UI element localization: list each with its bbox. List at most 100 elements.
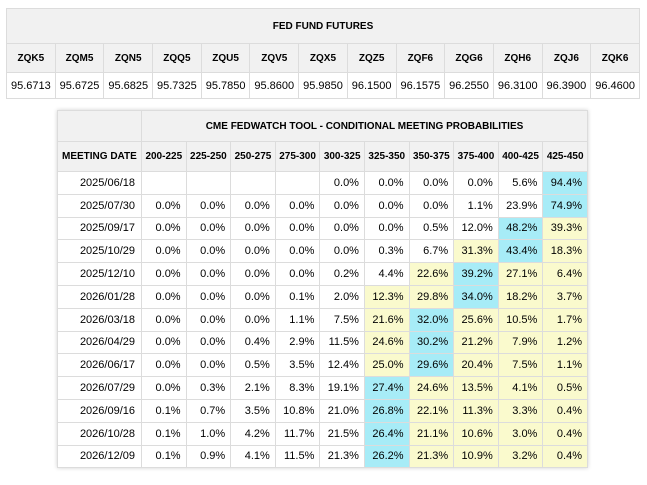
probability-cell <box>141 171 187 195</box>
probability-cell: 0.0% <box>141 330 187 355</box>
probability-cell: 11.3% <box>453 398 499 423</box>
probability-cell: 0.0% <box>274 216 321 241</box>
probability-cell: 7.5% <box>497 353 544 378</box>
rate-range-header: 225-250 <box>185 141 232 172</box>
meeting-date: 2026/12/09 <box>57 444 142 469</box>
probability-cell: 0.0% <box>185 193 232 218</box>
fed-fund-futures-table: FED FUND FUTURES ZQK5 ZQM5 ZQN5 ZQQ5 ZQU5 ZQV… <box>6 8 640 99</box>
probability-cell: 6.7% <box>408 239 455 264</box>
probability-cell: 0.4% <box>542 421 588 446</box>
probability-cell: 0.0% <box>141 307 187 332</box>
probability-cell: 0.0% <box>141 239 187 264</box>
probability-cell: 24.6% <box>408 376 455 400</box>
probability-cell: 21.3% <box>408 444 455 469</box>
probability-cell: 21.2% <box>453 330 499 355</box>
probability-cell: 0.1% <box>141 444 187 469</box>
probability-cell: 0.0% <box>363 171 410 195</box>
contract-symbol: ZQQ5 <box>152 43 202 73</box>
meeting-row: 2026/10/28 0.1% 1.0% 4.2% 11.7% 21.5% 26.4% 21.… <box>57 421 588 446</box>
contract-price: 95.6713 <box>6 72 56 99</box>
probability-cell: 0.0% <box>185 284 232 309</box>
probability-cell: 4.4% <box>363 262 410 286</box>
probability-cell: 0.4% <box>542 444 588 469</box>
probability-cell: 11.7% <box>274 421 321 446</box>
futures-price-row: 95.6713 95.6725 95.6825 95.7325 95.7850 95.86… <box>6 72 640 99</box>
probability-cell: 0.0% <box>319 239 365 264</box>
probability-cell: 0.0% <box>274 262 321 286</box>
probability-cell: 0.0% <box>274 239 321 264</box>
probability-cell: 21.6% <box>363 307 410 332</box>
contract-symbol: ZQJ6 <box>541 43 592 73</box>
probability-cell: 10.9% <box>453 444 499 469</box>
meeting-row: 2025/07/30 0.0% 0.0% 0.0% 0.0% 0.0% 0.0% 0.0% 1.… <box>57 193 588 218</box>
probability-cell: 3.5% <box>274 353 321 378</box>
probability-cell: 4.2% <box>230 421 276 446</box>
meeting-row: 2026/04/29 0.0% 0.0% 0.4% 2.9% 11.5% 24.6% 30.2… <box>57 330 588 355</box>
meeting-date: 2025/10/29 <box>57 239 142 264</box>
contract-price: 96.4600 <box>590 72 640 99</box>
probability-cell: 0.0% <box>185 216 232 241</box>
probability-cell: 0.0% <box>185 330 232 355</box>
rate-range-header: 350-375 <box>408 141 455 172</box>
probability-cell: 0.3% <box>185 376 232 400</box>
probability-cell: 0.0% <box>230 307 276 332</box>
contract-price: 95.7850 <box>200 72 251 99</box>
probability-cell: 10.5% <box>497 307 544 332</box>
meeting-row: 2026/03/18 0.0% 0.0% 0.0% 1.1% 7.5% 21.6% 32.0%… <box>57 307 588 332</box>
probability-cell: 1.7% <box>542 307 588 332</box>
probability-cell: 2.0% <box>319 284 365 309</box>
probability-cell: 3.7% <box>542 284 588 309</box>
probability-cell <box>230 171 276 195</box>
contract-price: 95.9850 <box>298 72 348 99</box>
meeting-date: 2025/07/30 <box>57 193 142 218</box>
probability-cell: 0.1% <box>141 398 187 423</box>
contract-price: 96.1575 <box>395 72 446 99</box>
probability-cell: 34.0% <box>453 284 499 309</box>
probability-cell: 0.0% <box>141 376 187 400</box>
probability-cell: 10.8% <box>274 398 321 423</box>
meeting-row: 2025/10/29 0.0% 0.0% 0.0% 0.0% 0.0% 0.3% 6.7% 31… <box>57 239 588 264</box>
meeting-date: 2025/09/17 <box>57 216 142 241</box>
probability-cell: 3.2% <box>497 444 544 469</box>
probability-cell: 27.1% <box>497 262 544 286</box>
probability-cell: 8.3% <box>274 376 321 400</box>
probability-cell: 26.2% <box>363 444 410 469</box>
probability-cell: 11.5% <box>319 330 365 355</box>
meeting-date: 2026/06/17 <box>57 353 142 378</box>
probability-cell: 0.3% <box>363 239 410 264</box>
probability-cell: 0.5% <box>230 353 276 378</box>
probability-cell: 0.0% <box>141 262 187 286</box>
contract-symbol: ZQF6 <box>395 43 446 73</box>
probability-cell: 7.5% <box>319 307 365 332</box>
probability-cell: 0.0% <box>230 262 276 286</box>
contract-symbol: ZQV5 <box>249 43 300 73</box>
probability-cell: 31.3% <box>453 239 499 264</box>
contract-price: 95.7325 <box>152 72 202 99</box>
probability-cell: 39.2% <box>453 262 499 286</box>
meeting-date: 2026/09/16 <box>57 398 142 423</box>
probability-cell: 0.5% <box>542 376 588 400</box>
rate-range-header: 325-350 <box>363 141 410 172</box>
rate-range-header: 425-450 <box>542 141 588 172</box>
probability-cell: 0.0% <box>408 193 455 218</box>
meeting-date: 2025/12/10 <box>57 262 142 286</box>
rate-range-header: 275-300 <box>274 141 321 172</box>
probability-cell: 0.4% <box>542 398 588 423</box>
rate-range-header: 200-225 <box>141 141 187 172</box>
rate-range-header: 400-425 <box>497 141 544 172</box>
probability-cell: 0.0% <box>141 193 187 218</box>
probability-cell: 74.9% <box>542 193 588 218</box>
probability-cell: 18.3% <box>542 239 588 264</box>
probability-cell: 1.1% <box>542 353 588 378</box>
probability-cell: 27.4% <box>363 376 410 400</box>
meeting-row: 2025/06/18 0.0% 0.0% 0.0% 0.0% 5.6% 94.4% <box>57 171 588 195</box>
meeting-row: 2026/01/28 0.0% 0.0% 0.0% 0.1% 2.0% 12.3% 29.8%… <box>57 284 588 309</box>
probability-cell: 1.1% <box>274 307 321 332</box>
probability-cell: 0.0% <box>363 193 410 218</box>
meeting-row: 2026/07/29 0.0% 0.3% 2.1% 8.3% 19.1% 27.4% 24.6… <box>57 376 588 400</box>
contract-symbol: ZQX5 <box>298 43 348 73</box>
probability-cell: 20.4% <box>453 353 499 378</box>
probability-cell: 2.1% <box>230 376 276 400</box>
contract-symbol: ZQH6 <box>492 43 543 73</box>
probability-cell: 0.0% <box>141 284 187 309</box>
